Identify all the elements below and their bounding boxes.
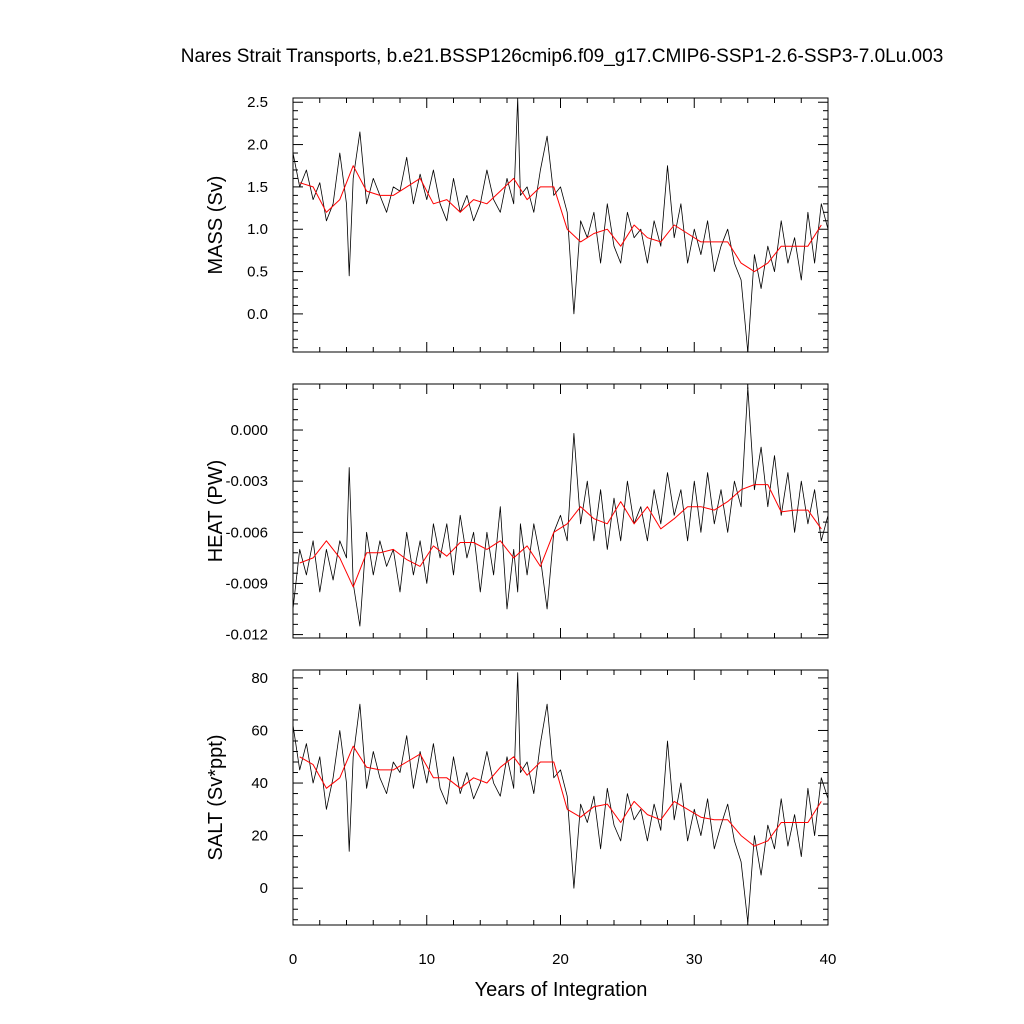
salt-y-tick-label: 40 [251, 775, 268, 792]
panels-group: 2.5 2.0 1.5 1.0 0.5 0.0 MASS (Sv) 0.000 -0.003 -0… [205, 94, 836, 968]
x-tick-label: 20 [552, 951, 569, 968]
x-tick-label: 10 [418, 951, 435, 968]
salt-y-tick-label: 0 [260, 880, 268, 897]
mass-annual-mean-line [299, 165, 822, 273]
salt-y-axis-title: SALT (Sv*ppt) [205, 735, 227, 861]
mass-y-tick-label: 2.5 [247, 94, 268, 111]
salt-y-tick-label: 80 [251, 670, 268, 687]
heat-y-tick-label: -0.012 [225, 627, 268, 644]
heat-y-tick-label: -0.006 [225, 524, 268, 541]
x-tick-label: 0 [289, 951, 297, 968]
salt-annual-mean-line [299, 745, 822, 847]
heat-monthly-series-line [292, 386, 829, 627]
heat-plot-frame [292, 383, 829, 639]
mass-y-tick-label: 1.0 [247, 221, 268, 238]
chart-title: Nares Strait Transports, b.e21.BSSP126cm… [180, 46, 944, 67]
mass-y-tick-label: 2.0 [247, 137, 268, 154]
salt-plot-frame [292, 669, 829, 926]
mass-y-tick-label: 0.5 [247, 264, 268, 281]
mass-y-tick-label: 0.0 [247, 306, 268, 323]
heat-y-axis-title: HEAT (PW) [205, 460, 227, 563]
x-tick-label: 40 [820, 951, 837, 968]
mass-panel: 2.5 2.0 1.5 1.0 0.5 0.0 MASS (Sv) [205, 94, 829, 353]
salt-monthly-series-line [292, 672, 829, 923]
mass-plot-frame [292, 97, 829, 353]
heat-panel: 0.000 -0.003 -0.006 -0.009 -0.012 HEAT (PW) [205, 383, 829, 644]
heat-y-tick-label: -0.009 [225, 575, 268, 592]
mass-y-axis-title: MASS (Sv) [205, 176, 227, 275]
x-axis-title: Years of Integration [475, 979, 648, 1001]
salt-panel: 80 60 40 20 0 SALT (Sv*ppt) [205, 669, 829, 926]
heat-y-tick-label: -0.003 [225, 473, 268, 490]
salt-y-tick-label: 20 [251, 828, 268, 845]
heat-annual-mean-line [299, 484, 822, 588]
mass-monthly-series-line [292, 97, 829, 353]
salt-y-tick-label: 60 [251, 722, 268, 739]
mass-y-tick-label: 1.5 [247, 179, 268, 196]
heat-y-tick-label: 0.000 [230, 422, 268, 439]
x-tick-label: 30 [686, 951, 703, 968]
